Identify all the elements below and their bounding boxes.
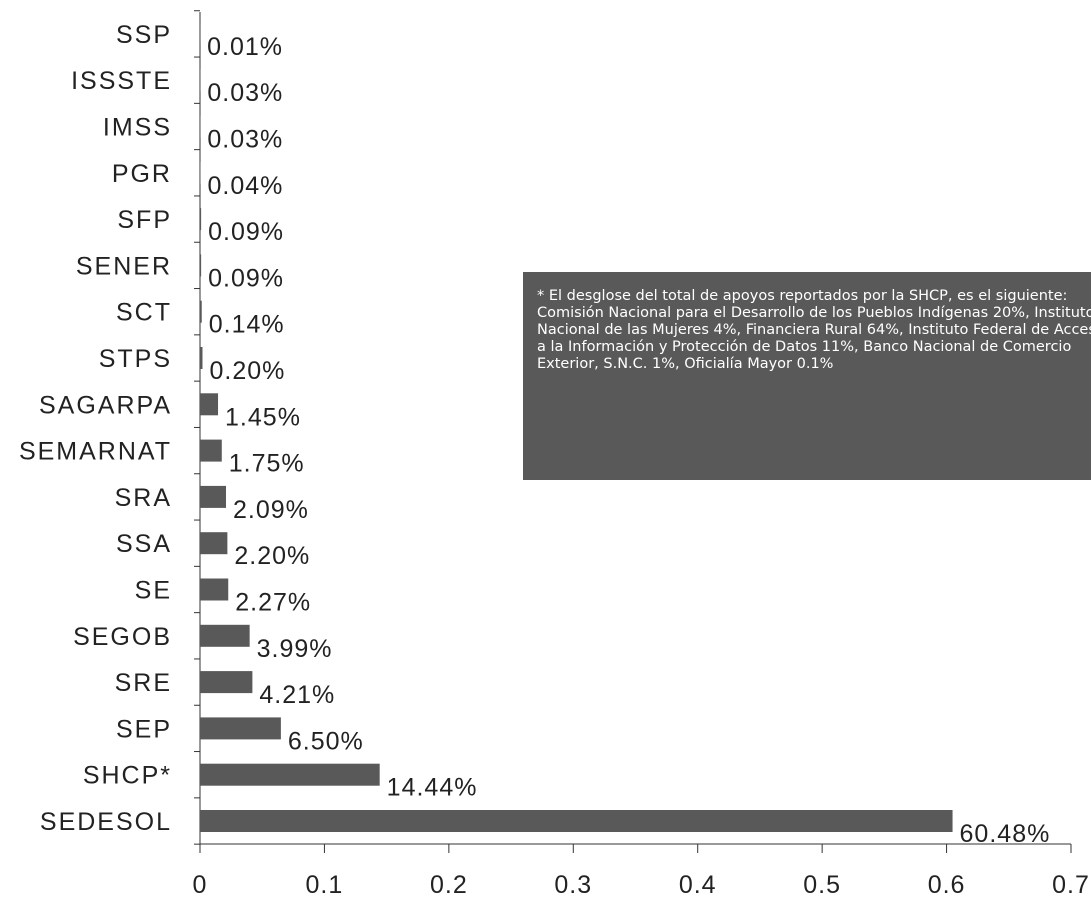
data-label: 0.03%: [207, 79, 283, 107]
data-label: 1.45%: [225, 403, 301, 431]
category-label: STPS: [99, 345, 172, 373]
data-label: 0.01%: [207, 33, 283, 61]
category-label: SEMARNAT: [19, 438, 172, 466]
data-label: 60.48%: [960, 820, 1051, 848]
x-tick-label: 0.2: [430, 871, 468, 899]
category-label: SENER: [76, 252, 172, 280]
category-label: SSA: [116, 530, 172, 558]
data-label: 6.50%: [288, 727, 364, 755]
bar: [200, 810, 953, 832]
data-label: 4.21%: [259, 681, 335, 709]
bar: [200, 393, 219, 416]
data-label: 0.03%: [207, 126, 283, 154]
category-label: ISSSTE: [71, 67, 172, 95]
category-label: SRE: [115, 669, 172, 697]
category-label: SEP: [116, 715, 172, 743]
data-label: 0.09%: [208, 264, 284, 292]
data-label: 0.14%: [209, 311, 285, 339]
x-tick-label: 0.5: [803, 871, 841, 899]
data-label: 2.20%: [234, 542, 310, 570]
data-label: 2.27%: [235, 589, 311, 617]
data-label: 0.09%: [208, 218, 284, 246]
bar: [200, 300, 202, 323]
category-label: SE: [135, 577, 172, 605]
data-label: 0.20%: [209, 357, 285, 385]
bar: [200, 578, 229, 601]
x-tick-label: 0.4: [679, 871, 717, 899]
bar: [200, 532, 228, 555]
bar: [200, 671, 253, 694]
annotation-text: * El desglose del total de apoyos report…: [537, 288, 1091, 372]
annotation-box: * El desglose del total de apoyos report…: [523, 272, 1091, 480]
x-tick-label: 0.3: [554, 871, 592, 899]
category-label: SRA: [115, 484, 172, 512]
category-label: SEDESOL: [40, 808, 172, 836]
category-label: SFP: [117, 206, 172, 234]
bar: [200, 763, 380, 786]
category-label: SSP: [116, 21, 172, 49]
category-label: IMSS: [103, 114, 172, 142]
data-label: 2.09%: [233, 496, 309, 524]
category-label: SAGARPA: [39, 391, 172, 419]
category-label: SCT: [116, 299, 172, 327]
bar: [200, 439, 222, 462]
x-tick-label: 0.6: [928, 871, 966, 899]
x-tick-label: 0: [193, 871, 208, 899]
category-label: SHCP*: [83, 762, 172, 790]
x-tick-label: 0.1: [306, 871, 344, 899]
data-label: 3.99%: [257, 635, 333, 663]
data-label: 0.04%: [207, 172, 283, 200]
category-label: SEGOB: [73, 623, 172, 651]
bar: [200, 347, 203, 369]
bar: [200, 717, 281, 740]
bar: [200, 208, 202, 231]
bar: [200, 485, 227, 508]
data-label: 1.75%: [229, 450, 305, 478]
data-label: 14.44%: [387, 774, 478, 802]
bar: [200, 624, 250, 647]
category-label: PGR: [112, 160, 172, 188]
x-tick-label: 0.7: [1052, 871, 1090, 899]
bar: [200, 254, 202, 277]
